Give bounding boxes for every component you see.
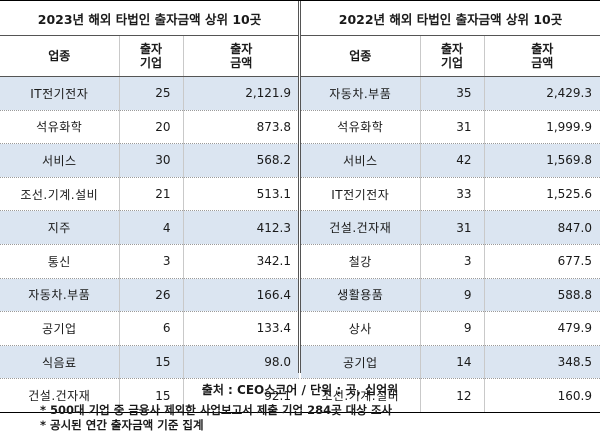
industry-cell: 석유화학 bbox=[301, 110, 421, 145]
amount-cell: 588.8 bbox=[484, 278, 600, 313]
count-cell: 3 bbox=[420, 244, 485, 279]
count-cell: 9 bbox=[420, 311, 485, 346]
industry-cell: 식음료 bbox=[0, 345, 120, 380]
comparison-tables: 2023년 해외 타법인 출자금액 상위 10곳 업종 출자 기업 출자 금액 IT… bbox=[0, 0, 600, 413]
amount-cell: 568.2 bbox=[183, 143, 299, 178]
table-row: 석유화학 31 1,999.9 bbox=[301, 110, 600, 145]
industry-cell: IT전기전자 bbox=[301, 177, 421, 212]
count-cell: 4 bbox=[119, 210, 184, 245]
header-industry: 업종 bbox=[0, 35, 120, 77]
table-row: 서비스 30 568.2 bbox=[0, 143, 299, 178]
footnote: * 500대 기업 중 금융사 제외한 사업보고서 제출 기업 284곳 대상 … bbox=[40, 403, 392, 417]
count-cell: 35 bbox=[420, 76, 485, 111]
footnotes: * 500대 기업 중 금융사 제외한 사업보고서 제출 기업 284곳 대상 … bbox=[40, 403, 392, 433]
industry-cell: 자동차.부품 bbox=[301, 76, 421, 111]
count-cell: 6 bbox=[119, 311, 184, 346]
header-amount: 출자 금액 bbox=[183, 35, 299, 77]
industry-cell: IT전기전자 bbox=[0, 76, 120, 111]
industry-cell: 서비스 bbox=[0, 143, 120, 178]
table-row: 자동차.부품 26 166.4 bbox=[0, 278, 299, 313]
count-cell: 26 bbox=[119, 278, 184, 313]
industry-cell: 지주 bbox=[0, 210, 120, 245]
industry-cell: 생활용품 bbox=[301, 278, 421, 313]
source-caption: 출처 : CEO스코어 / 단위 : 곳, 십억원 bbox=[201, 383, 399, 397]
industry-cell: 건설.건자재 bbox=[301, 210, 421, 245]
table-row: IT전기전자 33 1,525.6 bbox=[301, 177, 600, 212]
count-cell: 33 bbox=[420, 177, 485, 212]
amount-cell: 1,999.9 bbox=[484, 110, 600, 145]
table-row: 건설.건자재 15 92.1 bbox=[0, 378, 299, 413]
industry-cell: 조선.기계.설비 bbox=[301, 378, 421, 413]
amount-cell: 2,429.3 bbox=[484, 76, 600, 111]
table-row: 조선.기계.설비 12 160.9 bbox=[301, 378, 600, 413]
table-row: 상사 9 479.9 bbox=[301, 311, 600, 346]
count-cell: 15 bbox=[119, 345, 184, 380]
table-row: 지주 4 412.3 bbox=[0, 210, 299, 245]
table-row: 건설.건자재 31 847.0 bbox=[301, 210, 600, 245]
amount-cell: 160.9 bbox=[484, 378, 600, 413]
header-industry: 업종 bbox=[301, 35, 421, 77]
amount-cell: 847.0 bbox=[484, 210, 600, 245]
count-cell: 3 bbox=[119, 244, 184, 279]
count-cell: 15 bbox=[119, 378, 184, 413]
amount-cell: 2,121.9 bbox=[183, 76, 299, 111]
count-cell: 31 bbox=[420, 110, 485, 145]
table-row: 조선.기계.설비 21 513.1 bbox=[0, 177, 299, 212]
amount-cell: 166.4 bbox=[183, 278, 299, 313]
count-cell: 30 bbox=[119, 143, 184, 178]
header-count: 출자 기업 bbox=[119, 35, 184, 77]
count-cell: 42 bbox=[420, 143, 485, 178]
industry-cell: 조선.기계.설비 bbox=[0, 177, 120, 212]
amount-cell: 677.5 bbox=[484, 244, 600, 279]
amount-cell: 92.1 bbox=[183, 378, 299, 413]
table-row: 자동차.부품 35 2,429.3 bbox=[301, 76, 600, 111]
table-row: 석유화학 20 873.8 bbox=[0, 110, 299, 145]
table-title-2022: 2022년 해외 타법인 출자금액 상위 10곳 bbox=[301, 1, 600, 36]
industry-cell: 건설.건자재 bbox=[0, 378, 120, 413]
count-cell: 12 bbox=[420, 378, 485, 413]
table-title-2023: 2023년 해외 타법인 출자금액 상위 10곳 bbox=[0, 1, 299, 36]
amount-cell: 513.1 bbox=[183, 177, 299, 212]
industry-cell: 서비스 bbox=[301, 143, 421, 178]
table-row: 공기업 14 348.5 bbox=[301, 345, 600, 380]
table-row: 생활용품 9 588.8 bbox=[301, 278, 600, 313]
amount-cell: 1,525.6 bbox=[484, 177, 600, 212]
amount-cell: 873.8 bbox=[183, 110, 299, 145]
industry-cell: 석유화학 bbox=[0, 110, 120, 145]
amount-cell: 479.9 bbox=[484, 311, 600, 346]
count-cell: 14 bbox=[420, 345, 485, 380]
count-cell: 25 bbox=[119, 76, 184, 111]
table-2022: 2022년 해외 타법인 출자금액 상위 10곳 업종 출자 기업 출자 금액 자동… bbox=[301, 1, 600, 413]
amount-cell: 98.0 bbox=[183, 345, 299, 380]
table-row: 서비스 42 1,569.8 bbox=[301, 143, 600, 178]
header-count: 출자 기업 bbox=[420, 35, 485, 77]
table-row: 철강 3 677.5 bbox=[301, 244, 600, 279]
industry-cell: 상사 bbox=[301, 311, 421, 346]
table-row: 통신 3 342.1 bbox=[0, 244, 299, 279]
table-row: 식음료 15 98.0 bbox=[0, 345, 299, 380]
industry-cell: 철강 bbox=[301, 244, 421, 279]
count-cell: 20 bbox=[119, 110, 184, 145]
industry-cell: 자동차.부품 bbox=[0, 278, 120, 313]
table-row: IT전기전자 25 2,121.9 bbox=[0, 76, 299, 111]
amount-cell: 1,569.8 bbox=[484, 143, 600, 178]
amount-cell: 412.3 bbox=[183, 210, 299, 245]
count-cell: 9 bbox=[420, 278, 485, 313]
table-2023: 2023년 해외 타법인 출자금액 상위 10곳 업종 출자 기업 출자 금액 IT… bbox=[0, 1, 299, 413]
table-divider bbox=[298, 1, 301, 373]
count-cell: 31 bbox=[420, 210, 485, 245]
amount-cell: 348.5 bbox=[484, 345, 600, 380]
industry-cell: 공기업 bbox=[301, 345, 421, 380]
industry-cell: 공기업 bbox=[0, 311, 120, 346]
table-row: 공기업 6 133.4 bbox=[0, 311, 299, 346]
footnote: * 공시된 연간 출자금액 기준 집계 bbox=[40, 418, 204, 432]
count-cell: 21 bbox=[119, 177, 184, 212]
amount-cell: 342.1 bbox=[183, 244, 299, 279]
industry-cell: 통신 bbox=[0, 244, 120, 279]
amount-cell: 133.4 bbox=[183, 311, 299, 346]
header-amount: 출자 금액 bbox=[484, 35, 600, 77]
